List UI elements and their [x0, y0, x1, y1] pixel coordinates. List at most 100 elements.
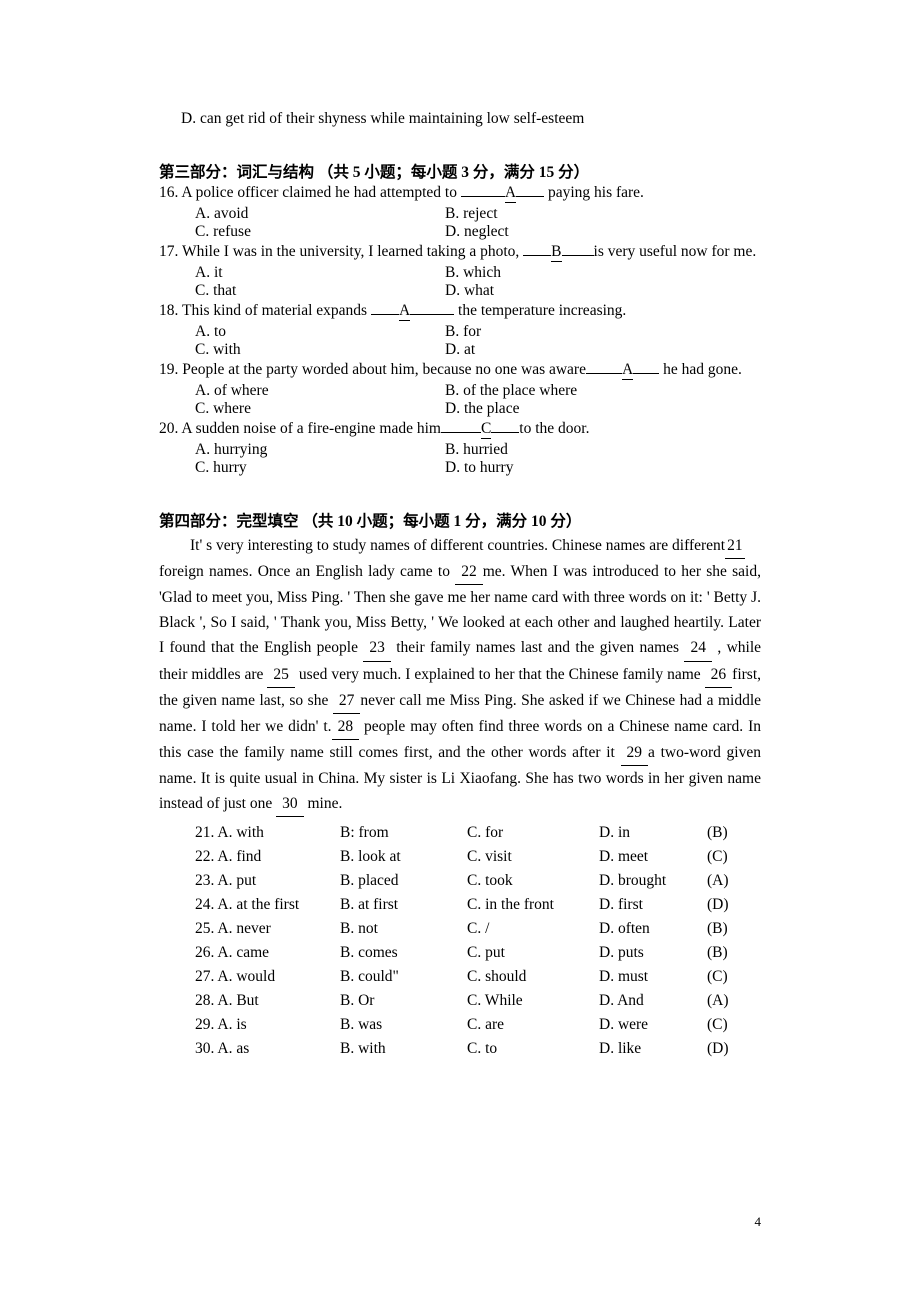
q16-after: paying his fare.: [544, 184, 644, 201]
cloze-opt-b: B. comes: [340, 941, 467, 965]
p-seg1: It' s very interesting to study names of…: [159, 533, 725, 558]
q17-B: B. which: [445, 264, 761, 282]
page-number: 4: [755, 1214, 762, 1230]
p-b21: 21: [725, 533, 745, 559]
q19-answer: A: [622, 361, 633, 380]
cloze-opt-b: B. could": [340, 965, 467, 989]
q18-B: B. for: [445, 323, 761, 341]
q17-A: A. it: [159, 264, 445, 282]
cloze-answer: (C): [707, 845, 737, 869]
q20-blank-left: [441, 432, 481, 433]
p-seg11: mine.: [304, 795, 343, 812]
p-seg4: their family names last and the given na…: [391, 639, 685, 656]
cloze-row: 22. A. findB. look atC. visitD. meet(C): [195, 845, 761, 869]
cloze-opt-c: C. visit: [467, 845, 599, 869]
p-b24: 24: [684, 635, 712, 661]
q19-before: 19. People at the party worded about him…: [159, 361, 586, 378]
cloze-passage: It' s very interesting to study names of…: [159, 533, 761, 817]
cloze-answer: (B): [707, 941, 737, 965]
cloze-opt-a: 25. A. never: [195, 917, 340, 941]
q17-D: D. what: [445, 282, 761, 300]
q20-B: B. hurried: [445, 441, 761, 459]
q19-row1: A. of where B. of the place where: [159, 382, 761, 400]
cloze-opt-b: B. with: [340, 1037, 467, 1061]
cloze-opt-a: 21. A. with: [195, 821, 340, 845]
q19-stem: 19. People at the party worded about him…: [159, 361, 761, 380]
cloze-opt-c: C. are: [467, 1013, 599, 1037]
cloze-answer: (D): [707, 893, 737, 917]
cloze-row: 25. A. neverB. notC. /D. often(B): [195, 917, 761, 941]
cloze-opt-d: D. puts: [599, 941, 707, 965]
cloze-opt-b: B. was: [340, 1013, 467, 1037]
q17-row2: C. that D. what: [159, 282, 761, 300]
q18-after: the temperature increasing.: [454, 302, 626, 319]
cloze-opt-b: B. placed: [340, 869, 467, 893]
p-b29: 29: [621, 740, 649, 766]
cloze-opt-c: C. to: [467, 1037, 599, 1061]
cloze-row: 24. A. at the firstB. at firstC. in the …: [195, 893, 761, 917]
cloze-opt-d: D. often: [599, 917, 707, 941]
q17-answer: B: [551, 243, 561, 262]
cloze-opt-a: 26. A. came: [195, 941, 340, 965]
q16-B: B. reject: [445, 205, 761, 223]
cloze-opt-c: C. in the front: [467, 893, 599, 917]
q16-D: D. neglect: [445, 223, 761, 241]
q18-row1: A. to B. for: [159, 323, 761, 341]
q19-C: C. where: [159, 400, 445, 418]
q20-row1: A. hurrying B. hurried: [159, 441, 761, 459]
q18-blank-right: [410, 314, 454, 315]
q16-blank-left: [461, 196, 505, 197]
cloze-answer: (B): [707, 917, 737, 941]
cloze-opt-d: D. first: [599, 893, 707, 917]
q16-stem: 16. A police officer claimed he had atte…: [159, 184, 761, 203]
p-seg6: used very much. I explained to her that …: [295, 666, 705, 683]
cloze-row: 26. A. cameB. comesC. putD. puts(B): [195, 941, 761, 965]
q19-row2: C. where D. the place: [159, 400, 761, 418]
p-b30: 30: [276, 791, 304, 817]
p-seg2: foreign names. Once an English lady came…: [159, 563, 455, 580]
cloze-row: 21. A. withB: fromC. forD. in(B): [195, 821, 761, 845]
cloze-opt-c: C. should: [467, 965, 599, 989]
q20-D: D. to hurry: [445, 459, 761, 477]
cloze-answer: (A): [707, 989, 737, 1013]
prev-option-d: D. can get rid of their shyness while ma…: [159, 110, 761, 128]
q20-after: to the door.: [519, 420, 589, 437]
q20-row2: C. hurry D. to hurry: [159, 459, 761, 477]
cloze-opt-b: B. Or: [340, 989, 467, 1013]
cloze-answer: (C): [707, 965, 737, 989]
q16-blank-right: [516, 196, 544, 197]
cloze-row: 30. A. asB. withC. toD. like(D): [195, 1037, 761, 1061]
q17-row1: A. it B. which: [159, 264, 761, 282]
q17-blank-right: [562, 255, 594, 256]
cloze-answer: (B): [707, 821, 737, 845]
cloze-opt-a: 24. A. at the first: [195, 893, 340, 917]
q17-stem: 17. While I was in the university, I lea…: [159, 243, 761, 262]
q20-blank-right: [491, 432, 519, 433]
cloze-opt-b: B. look at: [340, 845, 467, 869]
cloze-opt-c: C. /: [467, 917, 599, 941]
q16-answer: A: [505, 184, 516, 203]
cloze-opt-a: 23. A. put: [195, 869, 340, 893]
q18-D: D. at: [445, 341, 761, 359]
cloze-opt-d: D. meet: [599, 845, 707, 869]
cloze-row: 23. A. putB. placedC. tookD. brought(A): [195, 869, 761, 893]
cloze-opt-b: B: from: [340, 821, 467, 845]
q16-row1: A. avoid B. reject: [159, 205, 761, 223]
q16-C: C. refuse: [159, 223, 445, 241]
q18-before: 18. This kind of material expands: [159, 302, 371, 319]
q16-row2: C. refuse D. neglect: [159, 223, 761, 241]
cloze-row: 27. A. wouldB. could"C. shouldD. must(C): [195, 965, 761, 989]
q18-stem: 18. This kind of material expands A the …: [159, 302, 761, 321]
section3-heading: 第三部分：词汇与结构 （共 5 小题；每小题 3 分，满分 15 分）: [159, 160, 761, 182]
cloze-opt-d: D. like: [599, 1037, 707, 1061]
cloze-opt-d: D. were: [599, 1013, 707, 1037]
cloze-answer: (A): [707, 869, 737, 893]
q19-A: A. of where: [159, 382, 445, 400]
q19-B: B. of the place where: [445, 382, 761, 400]
q18-A: A. to: [159, 323, 445, 341]
cloze-opt-c: C. for: [467, 821, 599, 845]
p-b25: 25: [267, 662, 295, 688]
cloze-opt-d: D. must: [599, 965, 707, 989]
cloze-row: 29. A. isB. wasC. areD. were(C): [195, 1013, 761, 1037]
cloze-opt-c: C. took: [467, 869, 599, 893]
